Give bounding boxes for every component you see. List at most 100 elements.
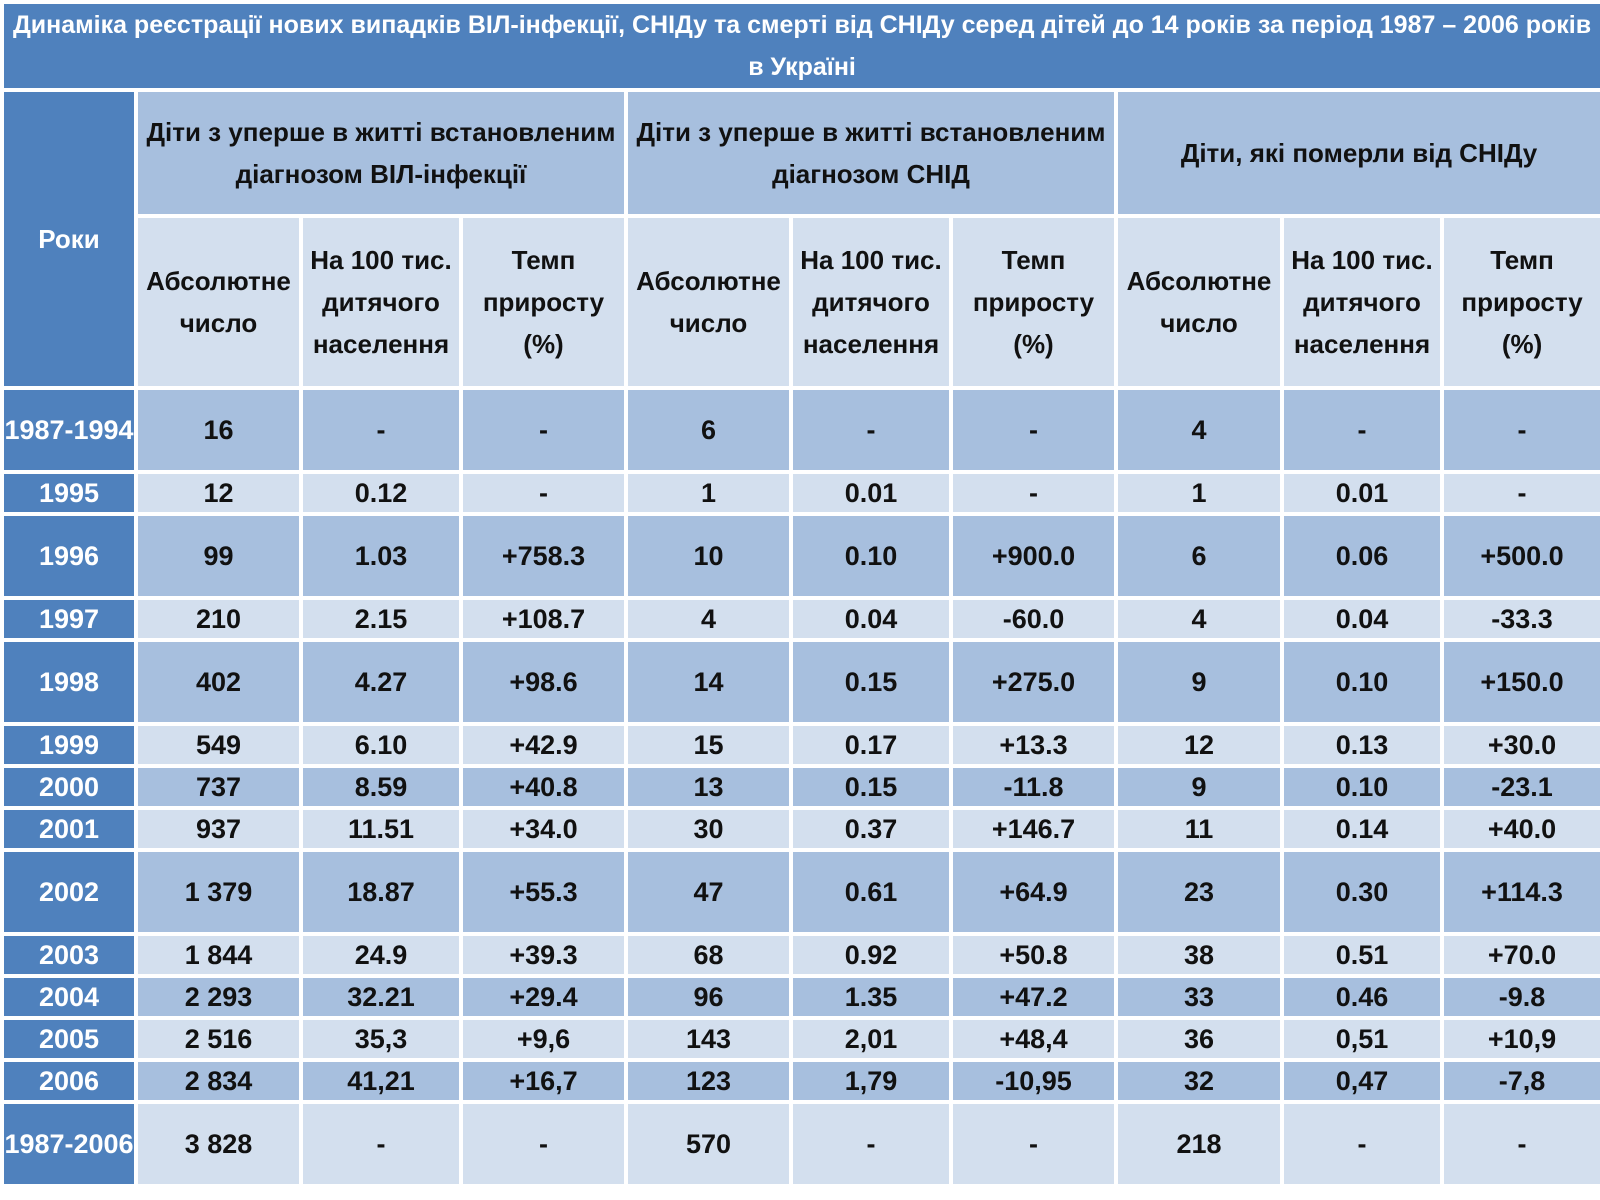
table-row: 2002 1 379 18.87 +55.3 47 0.61 +64.9 23 0.30 +114…	[0, 848, 1600, 936]
deaths-abs-cell: 38	[1114, 932, 1284, 978]
hiv-per100-cell: 6.10	[299, 722, 463, 768]
deaths-growth-cell: -	[1439, 386, 1600, 474]
aids-abs-cell: 123	[624, 1058, 793, 1104]
hiv-growth-cell: +40.8	[459, 764, 628, 810]
aids-abs-header: Абсолютне число	[624, 214, 793, 390]
aids-abs-cell: 30	[624, 806, 793, 852]
table-body: 1987-1994 16- -6- -4- -1995 12 0.12-1 0.01-1 0.0…	[0, 386, 1600, 1188]
hiv-abs-cell: 1 379	[134, 848, 303, 936]
deaths-growth-cell: +150.0	[1439, 638, 1600, 726]
deaths-per100-cell: 0.30	[1280, 848, 1444, 936]
deaths-abs-cell: 218	[1114, 1100, 1284, 1188]
hiv-per100-cell: 18.87	[299, 848, 463, 936]
aids-growth-cell: +64.9	[949, 848, 1118, 936]
deaths-group-header: Діти, які померли від СНІДу	[1113, 88, 1600, 218]
aids-abs-cell: 47	[624, 848, 793, 936]
deaths-growth-header: Темп приросту (%)	[1439, 214, 1600, 390]
aids-per100-cell: -	[789, 386, 953, 474]
year-cell: 1996	[0, 512, 138, 600]
year-cell: 1999	[0, 722, 138, 768]
table-row: 2000 737 8.59 +40.8 13 0.15 -11.8 9 0.10 -23.1	[0, 764, 1600, 810]
aids-abs-cell: 4	[624, 596, 793, 642]
deaths-growth-cell: +500.0	[1439, 512, 1600, 600]
aids-growth-cell: -60.0	[949, 596, 1118, 642]
year-cell: 1987-2006	[0, 1100, 138, 1188]
deaths-abs-cell: 9	[1114, 764, 1284, 810]
hiv-per100-cell: -	[299, 1100, 463, 1188]
aids-growth-cell: -10,95	[949, 1058, 1118, 1104]
year-cell: 2003	[0, 932, 138, 978]
hiv-abs-cell: 2 293	[134, 974, 303, 1020]
hiv-growth-cell: +42.9	[459, 722, 628, 768]
table-row: 2003 1 844 24.9 +39.3 68 0.92 +50.8 38 0.51 +70.0	[0, 932, 1600, 978]
aids-abs-cell: 68	[624, 932, 793, 978]
year-cell: 2005	[0, 1016, 138, 1062]
hiv-per100-cell: 1.03	[299, 512, 463, 600]
hiv-per100-cell: 2.15	[299, 596, 463, 642]
aids-per100-cell: 0.04	[789, 596, 953, 642]
deaths-growth-cell: +10,9	[1439, 1016, 1600, 1062]
hiv-per100-cell: 41,21	[299, 1058, 463, 1104]
hiv-abs-cell: 549	[134, 722, 303, 768]
aids-per100-cell: 2,01	[789, 1016, 953, 1062]
table-row: 2005 2 516 35,3 +9,6 143 2,01 +48,4 36 0,51 +10,9	[0, 1016, 1600, 1062]
year-cell: 2001	[0, 806, 138, 852]
deaths-per100-cell: 0.01	[1280, 470, 1444, 516]
year-cell: 2006	[0, 1058, 138, 1104]
year-cell: 1995	[0, 470, 138, 516]
deaths-abs-cell: 32	[1114, 1058, 1284, 1104]
aids-per100-cell: 1,79	[789, 1058, 953, 1104]
hiv-growth-cell: -	[459, 1100, 628, 1188]
aids-per100-cell: 0.10	[789, 512, 953, 600]
table-row: 1987-1994 16- -6- -4- -	[0, 386, 1600, 474]
aids-growth-cell: +146.7	[949, 806, 1118, 852]
aids-per100-cell: 0.17	[789, 722, 953, 768]
deaths-per100-cell: -	[1280, 386, 1444, 474]
aids-per100-cell: 0.01	[789, 470, 953, 516]
deaths-growth-cell: +70.0	[1439, 932, 1600, 978]
hiv-per100-cell: 8.59	[299, 764, 463, 810]
aids-growth-cell: +50.8	[949, 932, 1118, 978]
hiv-growth-cell: +39.3	[459, 932, 628, 978]
aids-abs-cell: 570	[624, 1100, 793, 1188]
hiv-per100-cell: 32.21	[299, 974, 463, 1020]
deaths-growth-cell: -7,8	[1439, 1058, 1600, 1104]
aids-growth-cell: +900.0	[949, 512, 1118, 600]
table-row: 1998 402 4.27 +98.6 14 0.15 +275.0 9 0.10 +150.0	[0, 638, 1600, 726]
hiv-growth-header: Темп приросту (%)	[459, 214, 628, 390]
deaths-per100-cell: 0.14	[1280, 806, 1444, 852]
hiv-growth-cell: +16,7	[459, 1058, 628, 1104]
deaths-growth-cell: +114.3	[1439, 848, 1600, 936]
aids-per100-header: На 100 тис. дитячого населення	[789, 214, 953, 390]
aids-per100-cell: 0.15	[789, 764, 953, 810]
aids-per100-cell: 0.37	[789, 806, 953, 852]
year-cell: 2000	[0, 764, 138, 810]
aids-group-header: Діти з уперше в житті встановленим діагн…	[624, 88, 1118, 218]
year-cell: 1997	[0, 596, 138, 642]
hiv-abs-cell: 99	[134, 512, 303, 600]
table-row: 1995 12 0.12-1 0.01-1 0.01-	[0, 470, 1600, 516]
aids-abs-cell: 1	[624, 470, 793, 516]
hiv-per100-cell: -	[299, 386, 463, 474]
hiv-abs-cell: 2 834	[134, 1058, 303, 1104]
aids-growth-cell: -	[949, 1100, 1118, 1188]
aids-growth-cell: +47.2	[949, 974, 1118, 1020]
hiv-growth-cell: +34.0	[459, 806, 628, 852]
deaths-abs-cell: 23	[1114, 848, 1284, 936]
deaths-per100-cell: 0.04	[1280, 596, 1444, 642]
deaths-growth-cell: -	[1439, 1100, 1600, 1188]
hiv-abs-cell: 210	[134, 596, 303, 642]
year-cell: 1987-1994	[0, 386, 138, 474]
hiv-abs-header: Абсолютне число	[134, 214, 303, 390]
hiv-abs-cell: 12	[134, 470, 303, 516]
aids-growth-cell: +275.0	[949, 638, 1118, 726]
deaths-growth-cell: +40.0	[1439, 806, 1600, 852]
aids-growth-header: Темп приросту (%)	[949, 214, 1118, 390]
deaths-abs-cell: 33	[1114, 974, 1284, 1020]
deaths-growth-cell: -23.1	[1439, 764, 1600, 810]
year-cell: 2002	[0, 848, 138, 936]
hiv-growth-cell: +108.7	[459, 596, 628, 642]
hiv-abs-cell: 737	[134, 764, 303, 810]
aids-growth-cell: -11.8	[949, 764, 1118, 810]
